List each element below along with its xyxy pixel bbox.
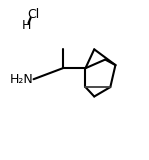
Text: Cl: Cl bbox=[27, 8, 40, 21]
Text: H: H bbox=[22, 19, 31, 32]
Text: H₂N: H₂N bbox=[10, 73, 34, 86]
